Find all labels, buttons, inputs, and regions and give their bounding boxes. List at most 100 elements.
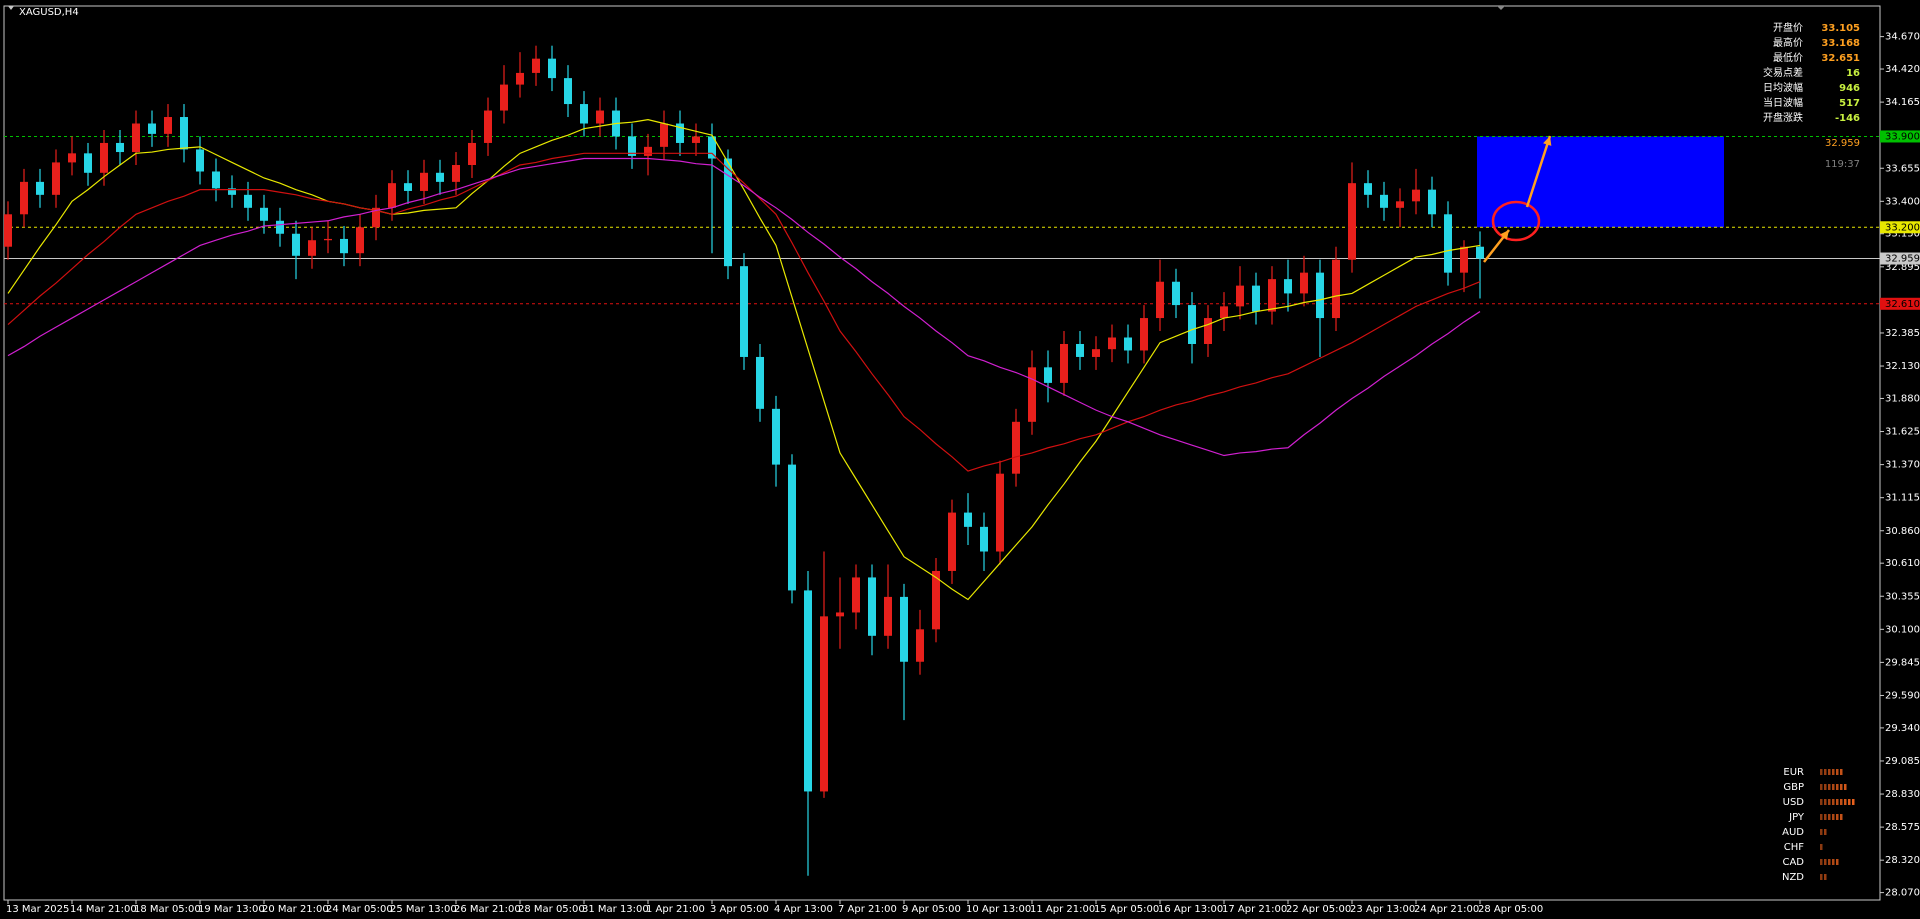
x-tick-label: 22 Apr 05:00 — [1286, 904, 1351, 915]
target-zone — [1477, 136, 1724, 228]
candle-body — [628, 136, 636, 156]
candle-body — [1460, 246, 1468, 273]
y-tick-label: 34.165 — [1885, 97, 1920, 108]
candle-body — [1140, 318, 1148, 351]
x-tick-label: 31 Mar 13:00 — [582, 904, 649, 915]
candle-body — [468, 142, 476, 166]
candle-body — [804, 590, 812, 792]
candle-body — [244, 194, 252, 208]
info-value: 946 — [1839, 83, 1860, 94]
strength-segment — [1832, 814, 1835, 820]
info-label: 当日波幅 — [1763, 96, 1803, 109]
candle-body — [404, 183, 412, 191]
x-tick-label: 18 Mar 05:00 — [134, 904, 201, 915]
candle-body — [84, 153, 92, 173]
x-tick-label: 9 Apr 05:00 — [902, 904, 961, 915]
candle-body — [1012, 421, 1020, 474]
candle-body — [660, 123, 668, 147]
strength-segment — [1824, 859, 1827, 865]
candle-body — [52, 162, 60, 195]
candle-body — [116, 142, 124, 153]
x-tick-label: 25 Mar 13:00 — [390, 904, 457, 915]
level-label: 33.200 — [1885, 222, 1920, 233]
candle-body — [1108, 337, 1116, 350]
currency-label: EUR — [1783, 767, 1804, 778]
candle-body — [1364, 183, 1372, 195]
y-tick-label: 30.860 — [1885, 526, 1920, 537]
candle-body — [772, 408, 780, 465]
strength-segment — [1824, 769, 1827, 775]
strength-segment — [1828, 769, 1831, 775]
candle-body — [132, 123, 140, 153]
y-tick-label: 33.655 — [1885, 163, 1920, 174]
candle-body — [788, 464, 796, 591]
candle-body — [484, 110, 492, 143]
candle-body — [948, 512, 956, 571]
candle-body — [1380, 194, 1388, 208]
x-tick-label: 20 Mar 21:00 — [262, 904, 329, 915]
candle-body — [100, 142, 108, 173]
strength-segment — [1840, 814, 1843, 820]
y-tick-label: 34.420 — [1885, 64, 1920, 75]
y-tick-label: 32.895 — [1885, 262, 1920, 273]
candle-body — [388, 183, 396, 208]
strength-segment — [1832, 784, 1835, 790]
candle-body — [724, 158, 732, 267]
candle-body — [916, 629, 924, 662]
strength-segment — [1836, 814, 1839, 820]
strength-segment — [1820, 769, 1823, 775]
candle-body — [260, 207, 268, 221]
level-tag — [1880, 130, 1920, 143]
strength-segment — [1844, 784, 1847, 790]
strength-segment — [1836, 784, 1839, 790]
candle-body — [532, 58, 540, 73]
candle-body — [756, 356, 764, 409]
currency-label: NZD — [1782, 872, 1804, 883]
x-tick-label: 4 Apr 13:00 — [774, 904, 833, 915]
y-tick-label: 28.830 — [1885, 789, 1920, 800]
bar-countdown: 119:37 — [1825, 159, 1860, 170]
candle-body — [1476, 246, 1484, 259]
currency-label: JPY — [1788, 812, 1805, 823]
level-tag — [1880, 221, 1920, 234]
info-label: 最低价 — [1773, 51, 1803, 64]
x-tick-label: 10 Apr 13:00 — [966, 904, 1031, 915]
strength-segment — [1820, 829, 1823, 835]
candle-body — [852, 577, 860, 613]
y-tick-label: 30.355 — [1885, 591, 1920, 602]
candle-body — [692, 136, 700, 143]
strength-segment — [1824, 814, 1827, 820]
strength-segment — [1844, 799, 1847, 805]
strength-bar — [1820, 829, 1827, 835]
candle-body — [356, 227, 364, 254]
currency-label: CHF — [1784, 842, 1805, 853]
strength-segment — [1820, 799, 1823, 805]
candle-body — [548, 58, 556, 79]
strength-bar — [1820, 859, 1839, 865]
candle-body — [1188, 305, 1196, 344]
strength-segment — [1852, 799, 1855, 805]
strength-segment — [1840, 769, 1843, 775]
y-tick-label: 29.845 — [1885, 657, 1920, 668]
strength-bar — [1820, 844, 1823, 850]
strength-segment — [1832, 769, 1835, 775]
y-tick-label: 33.150 — [1885, 229, 1920, 240]
strength-segment — [1848, 799, 1851, 805]
strength-segment — [1840, 799, 1843, 805]
candle-body — [4, 214, 12, 247]
candle-body — [996, 473, 1004, 552]
y-tick-label: 30.610 — [1885, 558, 1920, 569]
symbol-menu-icon[interactable] — [8, 6, 14, 10]
moving-average — [7, 119, 1481, 601]
candle-body — [1044, 367, 1052, 383]
candle-body — [1236, 285, 1244, 307]
info-value: 16 — [1846, 68, 1860, 79]
info-label: 日均波幅 — [1763, 81, 1803, 94]
candle-body — [228, 188, 236, 195]
candle-body — [1348, 183, 1356, 260]
forecast-arrowhead — [1543, 136, 1552, 146]
level-tag — [1880, 297, 1920, 310]
candle-body — [68, 153, 76, 163]
strength-segment — [1828, 814, 1831, 820]
